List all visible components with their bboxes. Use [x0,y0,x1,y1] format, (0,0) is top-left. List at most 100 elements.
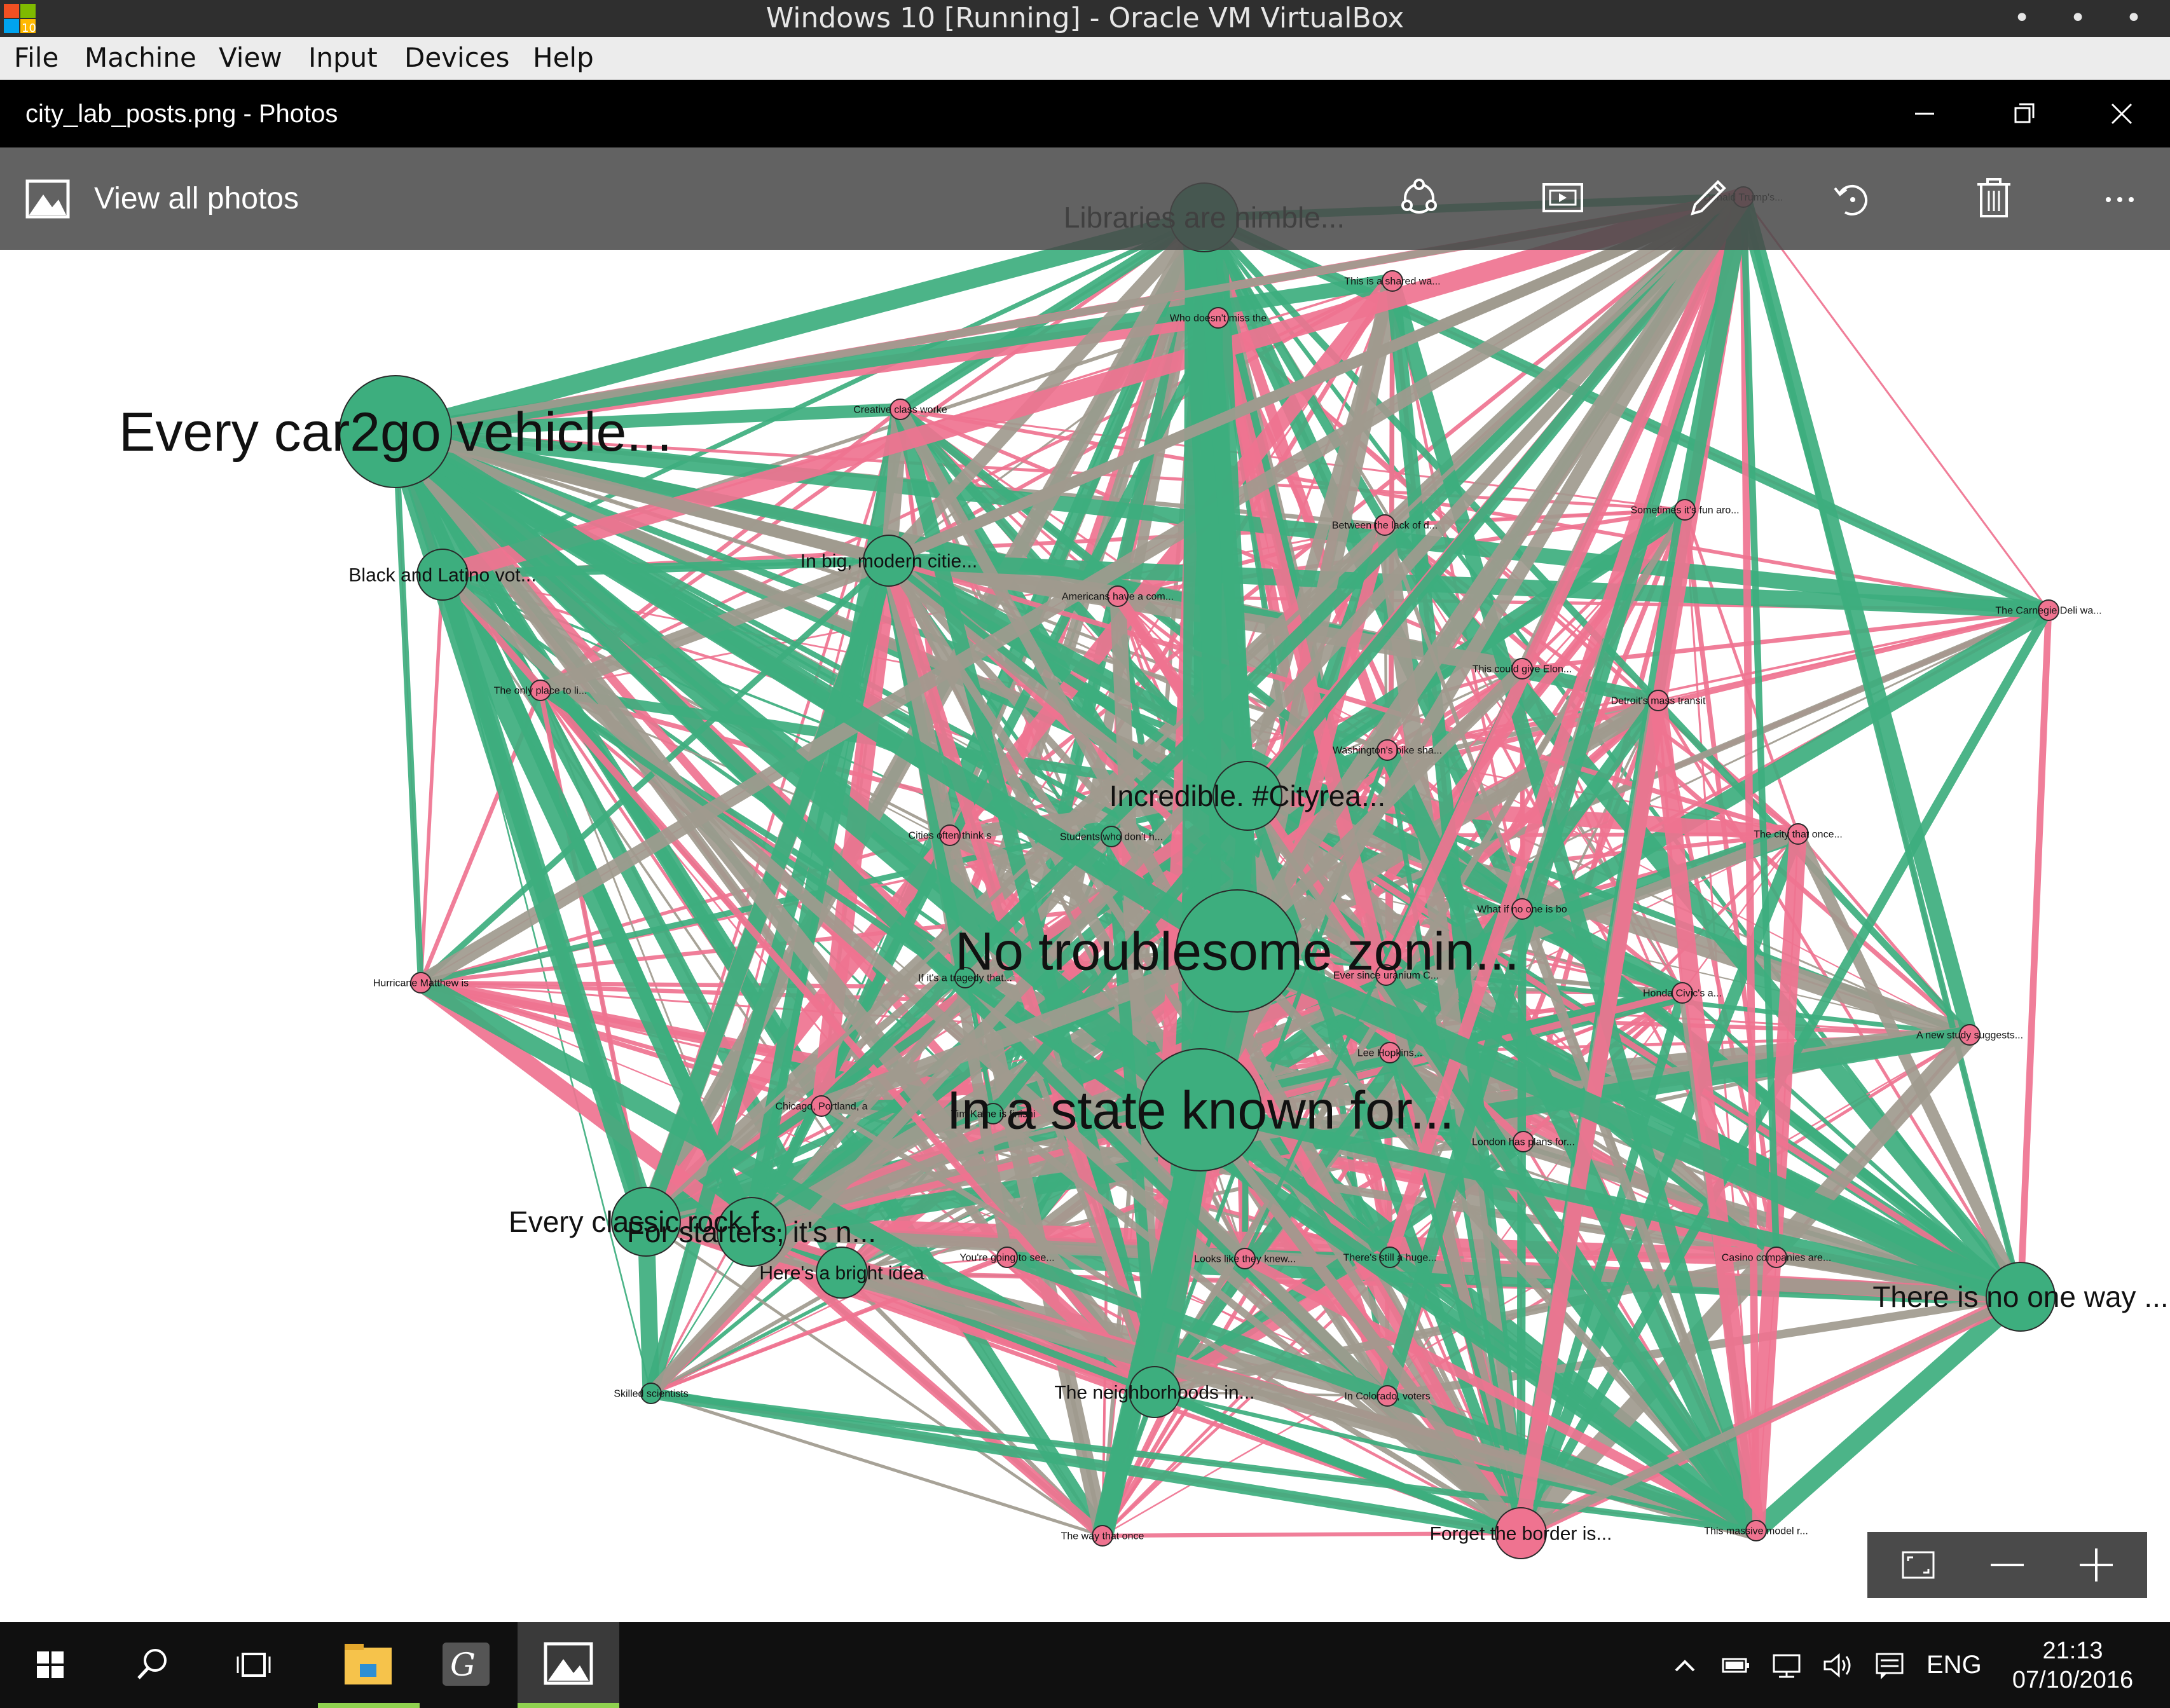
graph-node-label: London has plans for... [1472,1137,1575,1148]
graph-edge [1246,793,2022,1299]
graph-edge [839,1263,1759,1540]
graph-edge [415,976,757,1239]
graph-node-label: The only place to li... [494,686,587,697]
window-controls-dots-icon[interactable]: • • • [2014,2,2157,34]
graph-node [1511,898,1533,920]
network-icon[interactable] [1769,1648,1804,1683]
graph-edge [1740,196,1780,1258]
graph-edge [1232,939,2026,1309]
menu-file[interactable]: File [14,42,59,73]
graph-node-label: This could give Elon... [1473,664,1572,675]
menu-devices[interactable]: Devices [404,42,510,73]
graph-edge [650,1388,1522,1539]
graph-edge [1242,1254,1759,1535]
graph-edge [1229,191,1752,957]
graph-edge [441,215,1205,577]
graph-node [1766,1247,1787,1268]
volume-icon[interactable] [1820,1648,1855,1683]
slideshow-icon[interactable] [1539,174,1587,222]
chevron-up-icon[interactable] [1667,1648,1703,1683]
file-explorer-taskbar-button[interactable] [318,1622,420,1708]
language-indicator[interactable]: ENG [1926,1651,1982,1679]
delete-icon[interactable] [1970,174,2018,222]
photos-toolbar: View all photos [0,147,2170,250]
graph-edge [395,403,901,438]
graph-edge [439,572,1158,1395]
more-icon[interactable] [2096,174,2144,222]
graph-edge [991,1110,1523,1536]
virtualbox-title-bar: 10 Windows 10 [Running] - Oracle VM Virt… [0,0,2170,37]
graph-node-label: Ever since uranium C... [1333,971,1439,981]
menu-help[interactable]: Help [533,42,594,73]
photos-app-icon [544,1642,593,1685]
windows-start-icon[interactable] [23,1637,78,1692]
graph-node-label: Tim Kaine is finishi [951,1109,1036,1120]
graph-node [640,1383,662,1404]
photos-gallery-icon [25,179,70,219]
graph-node-label: Looks like they knew... [1194,1254,1296,1265]
graph-edge [1242,793,1527,1536]
graph-node [982,1103,1004,1124]
graph-edge [1683,509,1800,835]
graph-node-label: Black and Latino vot... [348,565,536,586]
graph-edge [386,421,1210,1121]
app-taskbar-button[interactable]: G [416,1622,518,1708]
graph-edge [392,431,424,983]
graph-node-label: In a state known for... [947,1080,1454,1140]
zoom-out-icon[interactable] [1984,1542,2030,1588]
share-icon[interactable] [1395,174,1443,222]
graph-edge [1232,664,1527,956]
zoom-in-icon[interactable] [2073,1542,2119,1588]
close-icon[interactable] [2102,94,2141,133]
graph-node-label: Between the lack of d... [1332,521,1438,531]
graph-node-label: Americans have a com... [1062,592,1174,603]
graph-edge [748,1227,1106,1540]
graph-node [1647,690,1669,711]
graph-node-label: Forget the border is... [1430,1524,1612,1545]
menu-view[interactable]: View [219,42,282,73]
graph-edge [818,942,1240,1115]
graph-node [339,375,452,488]
graph-node [410,972,432,994]
graph-edge [416,190,1748,990]
rotate-icon[interactable] [1827,174,1876,222]
graph-edge [1093,948,1247,1538]
graph-node-label: Honda Civic's a... [1643,988,1722,999]
graph-node-label: For starters, it's n... [627,1215,876,1248]
graph-node [1495,1507,1547,1559]
action-center-icon[interactable] [1872,1648,1907,1683]
graph-edge [1377,519,2028,1303]
photos-window-title: city_lab_posts.png - Photos [25,100,338,128]
network-graph-image[interactable]: Libraries are nimble...Every car2go vehi… [0,147,2170,1622]
restore-icon[interactable] [2004,94,2043,133]
graph-edge [748,559,893,1233]
virtualbox-window-icon[interactable]: 10 [3,3,38,34]
graph-node [954,967,976,988]
graph-node-label: You're going to see... [959,1253,1054,1264]
graph-edge [1680,991,2022,1299]
svg-text:10: 10 [22,22,36,34]
graph-edge [2017,610,2052,1297]
minimize-icon[interactable] [1905,94,1944,133]
active-app-indicator [518,1703,619,1708]
graph-edge [1649,699,1765,1532]
virtualbox-window-title: Windows 10 [Running] - Oracle VM Virtual… [766,2,1404,34]
graph-edge [1740,196,1760,1531]
menu-machine[interactable]: Machine [85,42,196,73]
system-clock[interactable]: 21:13 07/10/2016 [2009,1636,2136,1695]
graph-node-label: Lee Hopkins... [1357,1048,1422,1059]
fit-screen-icon[interactable] [1895,1542,1941,1588]
photos-taskbar-button[interactable] [518,1622,619,1708]
graph-node [939,824,961,846]
graph-edge [1154,1390,1757,1533]
graph-edge [1792,831,2026,1300]
edit-pencil-icon[interactable] [1684,174,1732,222]
graph-node-label: Casino companies are... [1722,1253,1832,1264]
menu-input[interactable]: Input [308,42,378,73]
graph-node [889,399,911,420]
graph-node-label: Incredible. #Cityrea... [1109,779,1386,812]
battery-icon[interactable] [1718,1648,1754,1683]
task-view-icon[interactable] [226,1637,281,1692]
search-icon[interactable] [125,1637,179,1692]
graph-node [1511,658,1533,680]
